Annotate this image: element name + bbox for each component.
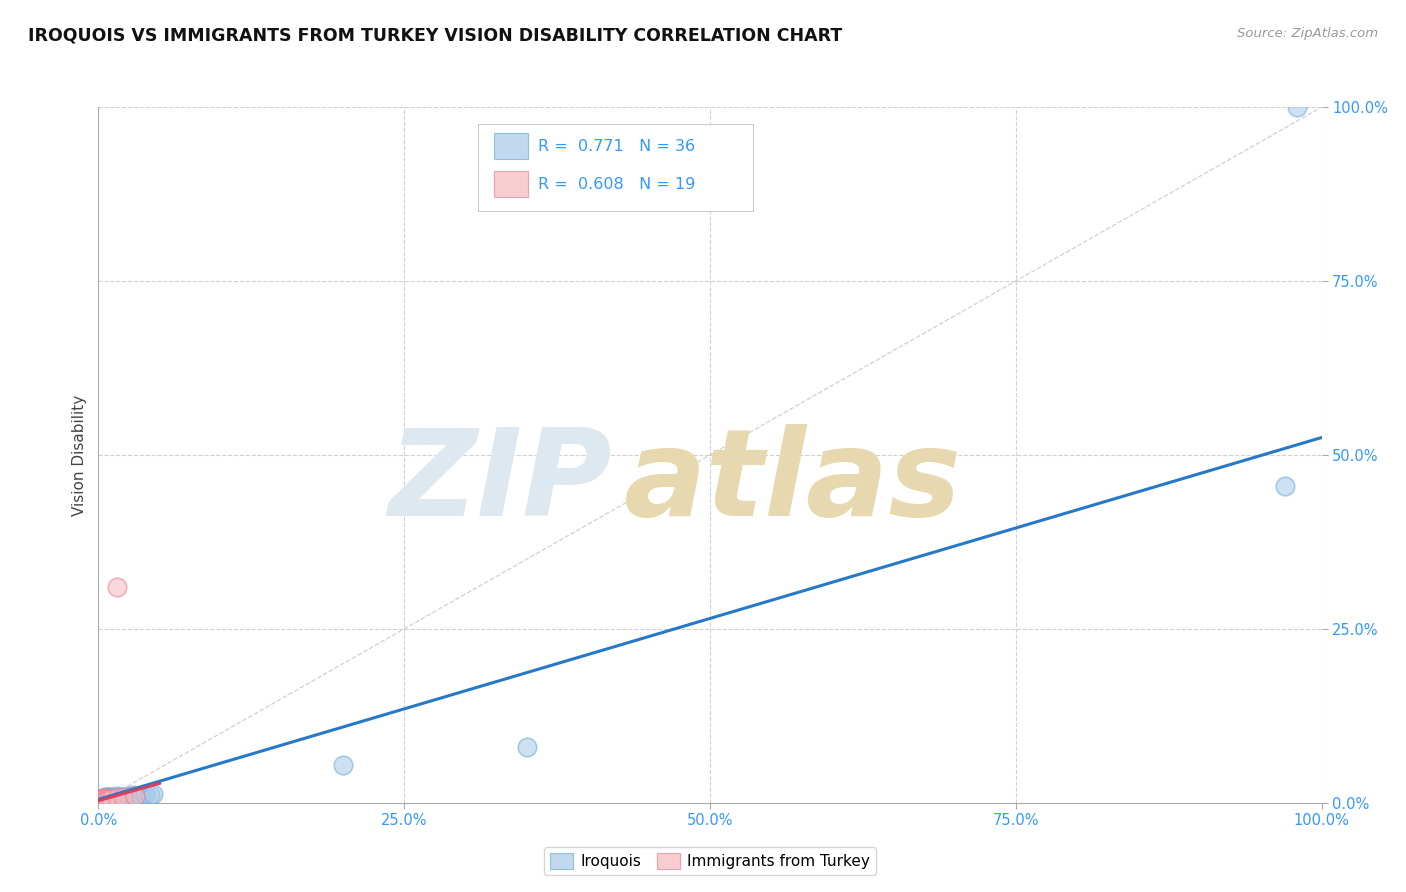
Point xyxy=(124,789,146,803)
Point xyxy=(91,792,114,806)
Point xyxy=(1274,479,1296,493)
Point xyxy=(129,789,152,803)
Point xyxy=(89,794,111,808)
Point xyxy=(96,792,118,806)
Y-axis label: Vision Disability: Vision Disability xyxy=(72,394,87,516)
Point xyxy=(114,789,136,804)
Point xyxy=(100,791,122,805)
Point xyxy=(90,794,112,808)
Point xyxy=(90,791,112,805)
Point xyxy=(90,793,112,807)
Point xyxy=(89,792,111,806)
Point xyxy=(93,791,115,805)
Point xyxy=(100,789,122,804)
Text: atlas: atlas xyxy=(624,425,963,541)
Point xyxy=(139,788,162,802)
Point xyxy=(121,788,143,802)
FancyBboxPatch shape xyxy=(494,171,527,197)
Point xyxy=(118,789,141,803)
Point xyxy=(101,790,124,805)
Point xyxy=(110,790,132,805)
Point xyxy=(105,580,128,594)
FancyBboxPatch shape xyxy=(478,124,752,211)
Point xyxy=(96,792,118,806)
Point xyxy=(105,791,128,805)
Point xyxy=(97,793,120,807)
Point xyxy=(93,792,115,806)
Point xyxy=(94,791,117,805)
Text: R =  0.608   N = 19: R = 0.608 N = 19 xyxy=(537,177,695,192)
Point xyxy=(94,793,117,807)
Point xyxy=(94,793,117,807)
Point xyxy=(332,757,354,772)
Point xyxy=(90,792,112,806)
Point xyxy=(105,791,128,805)
Point xyxy=(515,740,537,755)
Point xyxy=(91,791,114,805)
Point xyxy=(93,793,115,807)
Point xyxy=(111,790,134,805)
Point xyxy=(91,794,114,808)
Point xyxy=(91,793,114,807)
FancyBboxPatch shape xyxy=(494,133,527,159)
Point xyxy=(91,792,114,806)
Point xyxy=(101,791,124,805)
Text: R =  0.771   N = 36: R = 0.771 N = 36 xyxy=(537,138,695,153)
Point xyxy=(100,791,122,805)
Point xyxy=(1286,100,1309,114)
Point xyxy=(111,791,134,805)
Point xyxy=(91,793,114,807)
Point xyxy=(97,791,120,805)
Text: IROQUOIS VS IMMIGRANTS FROM TURKEY VISION DISABILITY CORRELATION CHART: IROQUOIS VS IMMIGRANTS FROM TURKEY VISIO… xyxy=(28,27,842,45)
Point xyxy=(89,794,111,808)
Text: Source: ZipAtlas.com: Source: ZipAtlas.com xyxy=(1237,27,1378,40)
Point xyxy=(93,790,115,805)
Point xyxy=(142,788,165,802)
Point xyxy=(94,791,117,805)
Point xyxy=(105,789,128,803)
Point xyxy=(91,794,114,808)
Point xyxy=(98,792,121,806)
Point xyxy=(97,789,120,804)
Point xyxy=(134,788,156,802)
Point xyxy=(91,791,114,805)
Point xyxy=(98,791,121,805)
Point xyxy=(96,790,118,805)
Legend: Iroquois, Immigrants from Turkey: Iroquois, Immigrants from Turkey xyxy=(544,847,876,875)
Text: ZIP: ZIP xyxy=(388,425,612,541)
